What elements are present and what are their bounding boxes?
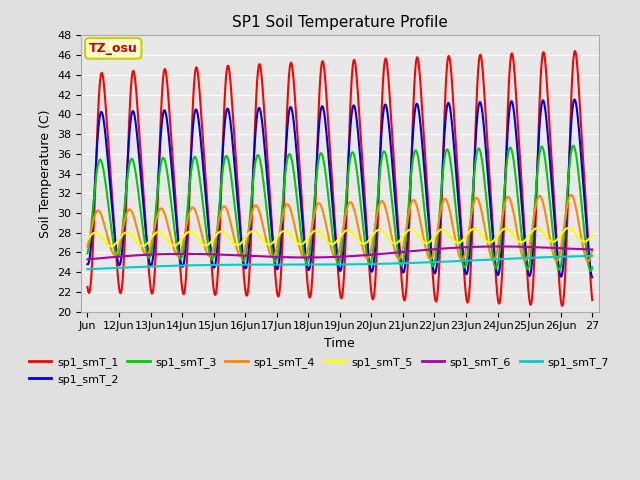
sp1_smT_7 bbox=[588, 253, 596, 259]
sp1_smT_1 bbox=[463, 297, 470, 302]
sp1_smT_2 bbox=[101, 129, 109, 135]
sp1_smT_3 bbox=[570, 143, 577, 148]
sp1_smT_4 bbox=[101, 225, 109, 230]
sp1_smT_2 bbox=[571, 96, 579, 102]
sp1_smT_2 bbox=[588, 275, 596, 280]
sp1_smT_1 bbox=[84, 284, 92, 290]
sp1_smT_5 bbox=[588, 232, 596, 238]
sp1_smT_5 bbox=[239, 239, 246, 244]
sp1_smT_4 bbox=[239, 253, 246, 259]
sp1_smT_5 bbox=[84, 237, 92, 242]
sp1_smT_7 bbox=[84, 266, 92, 272]
sp1_smT_7 bbox=[214, 262, 222, 268]
sp1_smT_3 bbox=[587, 268, 595, 274]
Line: sp1_smT_4: sp1_smT_4 bbox=[88, 195, 592, 262]
sp1_smT_1 bbox=[239, 253, 246, 259]
sp1_smT_4 bbox=[310, 214, 317, 219]
Line: sp1_smT_3: sp1_smT_3 bbox=[88, 145, 592, 271]
sp1_smT_7 bbox=[310, 262, 317, 267]
Text: TZ_osu: TZ_osu bbox=[89, 42, 138, 55]
sp1_smT_5 bbox=[564, 225, 572, 231]
sp1_smT_5 bbox=[463, 232, 470, 238]
sp1_smT_5 bbox=[524, 234, 531, 240]
sp1_smT_2 bbox=[239, 251, 246, 257]
sp1_smT_2 bbox=[84, 261, 92, 267]
sp1_smT_2 bbox=[214, 230, 222, 236]
sp1_smT_4 bbox=[584, 259, 592, 264]
sp1_smT_4 bbox=[463, 243, 470, 249]
sp1_smT_1 bbox=[310, 241, 317, 247]
sp1_smT_6 bbox=[463, 244, 470, 250]
sp1_smT_6 bbox=[101, 255, 109, 261]
sp1_smT_1 bbox=[588, 297, 596, 303]
sp1_smT_1 bbox=[558, 303, 566, 309]
Legend: sp1_smT_1, sp1_smT_2, sp1_smT_3, sp1_smT_4, sp1_smT_5, sp1_smT_6, sp1_smT_7: sp1_smT_1, sp1_smT_2, sp1_smT_3, sp1_smT… bbox=[25, 353, 614, 389]
sp1_smT_6 bbox=[310, 254, 317, 260]
sp1_smT_3 bbox=[214, 216, 222, 222]
sp1_smT_1 bbox=[101, 96, 109, 102]
sp1_smT_3 bbox=[239, 256, 246, 262]
sp1_smT_3 bbox=[101, 178, 109, 183]
sp1_smT_1 bbox=[571, 48, 579, 54]
sp1_smT_6 bbox=[524, 244, 531, 250]
sp1_smT_7 bbox=[524, 255, 531, 261]
sp1_smT_7 bbox=[101, 265, 109, 271]
sp1_smT_5 bbox=[310, 228, 318, 234]
sp1_smT_4 bbox=[524, 253, 531, 259]
sp1_smT_1 bbox=[214, 262, 222, 268]
sp1_smT_2 bbox=[310, 214, 317, 220]
sp1_smT_3 bbox=[463, 259, 470, 264]
Line: sp1_smT_7: sp1_smT_7 bbox=[88, 256, 592, 269]
sp1_smT_7 bbox=[239, 262, 246, 267]
Line: sp1_smT_6: sp1_smT_6 bbox=[88, 246, 592, 259]
sp1_smT_6 bbox=[239, 252, 246, 258]
sp1_smT_2 bbox=[463, 271, 470, 277]
sp1_smT_2 bbox=[524, 267, 531, 273]
sp1_smT_6 bbox=[84, 256, 92, 262]
sp1_smT_4 bbox=[84, 244, 92, 250]
sp1_smT_6 bbox=[588, 247, 596, 252]
Title: SP1 Soil Temperature Profile: SP1 Soil Temperature Profile bbox=[232, 15, 448, 30]
sp1_smT_7 bbox=[463, 258, 470, 264]
Line: sp1_smT_5: sp1_smT_5 bbox=[88, 228, 592, 246]
Line: sp1_smT_1: sp1_smT_1 bbox=[88, 51, 592, 306]
sp1_smT_4 bbox=[567, 192, 575, 198]
sp1_smT_5 bbox=[101, 239, 109, 245]
sp1_smT_4 bbox=[588, 247, 596, 252]
Y-axis label: Soil Temperature (C): Soil Temperature (C) bbox=[38, 109, 52, 238]
sp1_smT_4 bbox=[214, 221, 222, 227]
sp1_smT_3 bbox=[588, 264, 596, 270]
sp1_smT_3 bbox=[524, 266, 531, 272]
X-axis label: Time: Time bbox=[324, 337, 355, 350]
sp1_smT_3 bbox=[310, 204, 317, 210]
sp1_smT_6 bbox=[214, 252, 222, 257]
sp1_smT_5 bbox=[108, 243, 115, 249]
sp1_smT_5 bbox=[214, 230, 222, 236]
sp1_smT_3 bbox=[84, 251, 92, 256]
sp1_smT_1 bbox=[524, 277, 531, 283]
Line: sp1_smT_2: sp1_smT_2 bbox=[88, 99, 592, 277]
sp1_smT_6 bbox=[495, 243, 503, 249]
